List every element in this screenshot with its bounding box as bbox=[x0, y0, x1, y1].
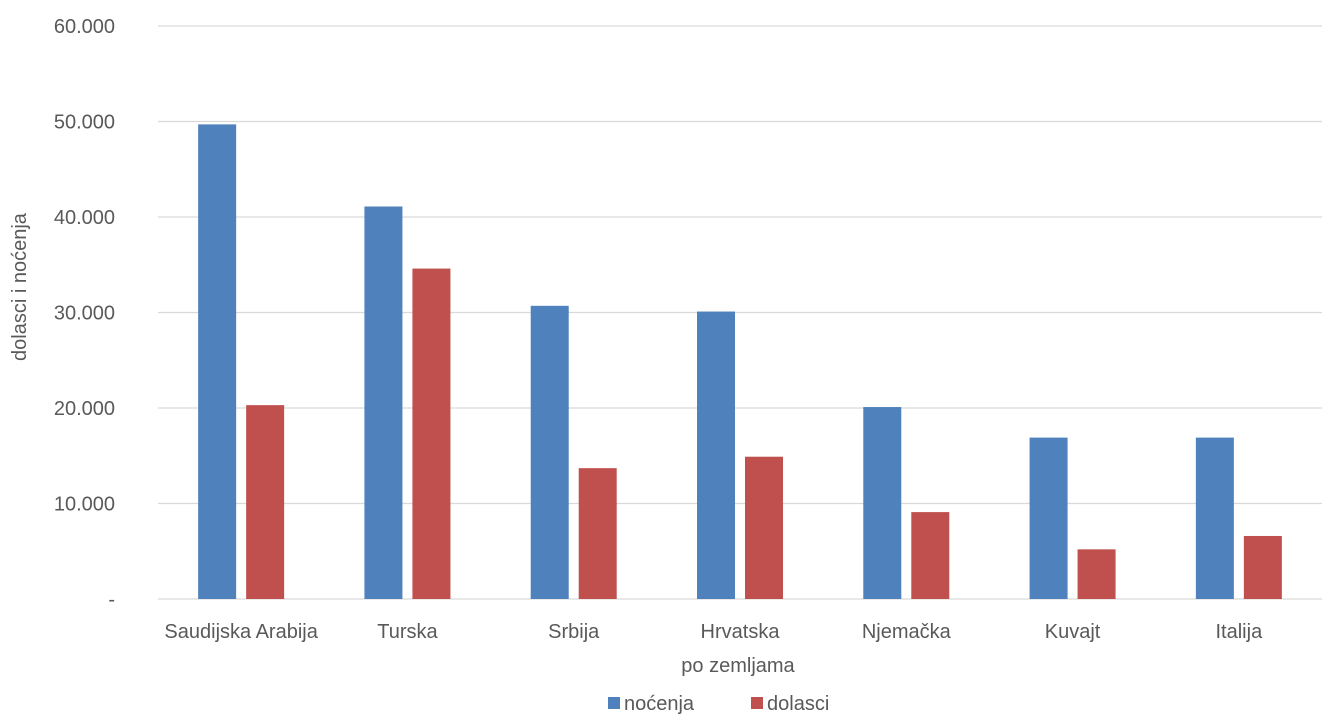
x-tick-label: Srbija bbox=[548, 621, 600, 643]
bar-dolasci-1 bbox=[412, 268, 451, 599]
y-axis-title: dolasci i noćenja bbox=[9, 212, 31, 361]
bar-nocenja-6 bbox=[1195, 437, 1234, 599]
bar-dolasci-5 bbox=[1077, 549, 1116, 599]
bar-dolasci-3 bbox=[745, 456, 783, 599]
y-tick-label: - bbox=[108, 589, 115, 611]
legend: noćenja dolasci bbox=[608, 693, 829, 715]
legend-swatch-dolasci bbox=[751, 697, 763, 709]
x-axis-title: po zemljama bbox=[681, 655, 795, 677]
x-axis-ticks: Saudijska Arabija Turska Srbija Hrvatska Nje… bbox=[164, 621, 1263, 643]
bar-nocenja-4 bbox=[863, 407, 902, 599]
x-tick-label: Italija bbox=[1216, 621, 1264, 643]
x-tick-label: Hrvatska bbox=[701, 621, 781, 643]
y-tick-label: 40.000 bbox=[54, 207, 115, 229]
y-axis-ticks: - 10.000 20.000 30.000 40.000 50.000 60.000 bbox=[54, 16, 115, 611]
bar-nocenja-3 bbox=[697, 311, 735, 599]
bar-nocenja-5 bbox=[1029, 437, 1068, 599]
x-tick-label: Turska bbox=[377, 621, 438, 643]
bar-dolasci-2 bbox=[578, 468, 617, 599]
x-tick-label: Kuvajt bbox=[1045, 621, 1101, 643]
y-tick-label: 50.000 bbox=[54, 112, 115, 134]
bar-dolasci-6 bbox=[1243, 535, 1282, 599]
gridlines bbox=[158, 25, 1322, 600]
bar-nocenja-1 bbox=[364, 206, 403, 599]
bar-nocenja-2 bbox=[530, 305, 569, 599]
legend-label-dolasci: dolasci bbox=[767, 693, 829, 715]
y-tick-label: 30.000 bbox=[54, 303, 115, 325]
x-tick-label: Njemačka bbox=[862, 621, 952, 643]
bar-nocenja-0 bbox=[198, 124, 237, 600]
bar-dolasci-0 bbox=[246, 405, 285, 599]
y-tick-label: 60.000 bbox=[54, 16, 115, 38]
y-tick-label: 10.000 bbox=[54, 494, 115, 516]
bar-dolasci-4 bbox=[911, 512, 950, 599]
bars bbox=[198, 124, 1282, 600]
x-tick-label: Saudijska Arabija bbox=[164, 621, 318, 643]
legend-swatch-nocenja bbox=[608, 697, 620, 709]
legend-label-nocenja: noćenja bbox=[624, 693, 695, 715]
y-tick-label: 20.000 bbox=[54, 398, 115, 420]
